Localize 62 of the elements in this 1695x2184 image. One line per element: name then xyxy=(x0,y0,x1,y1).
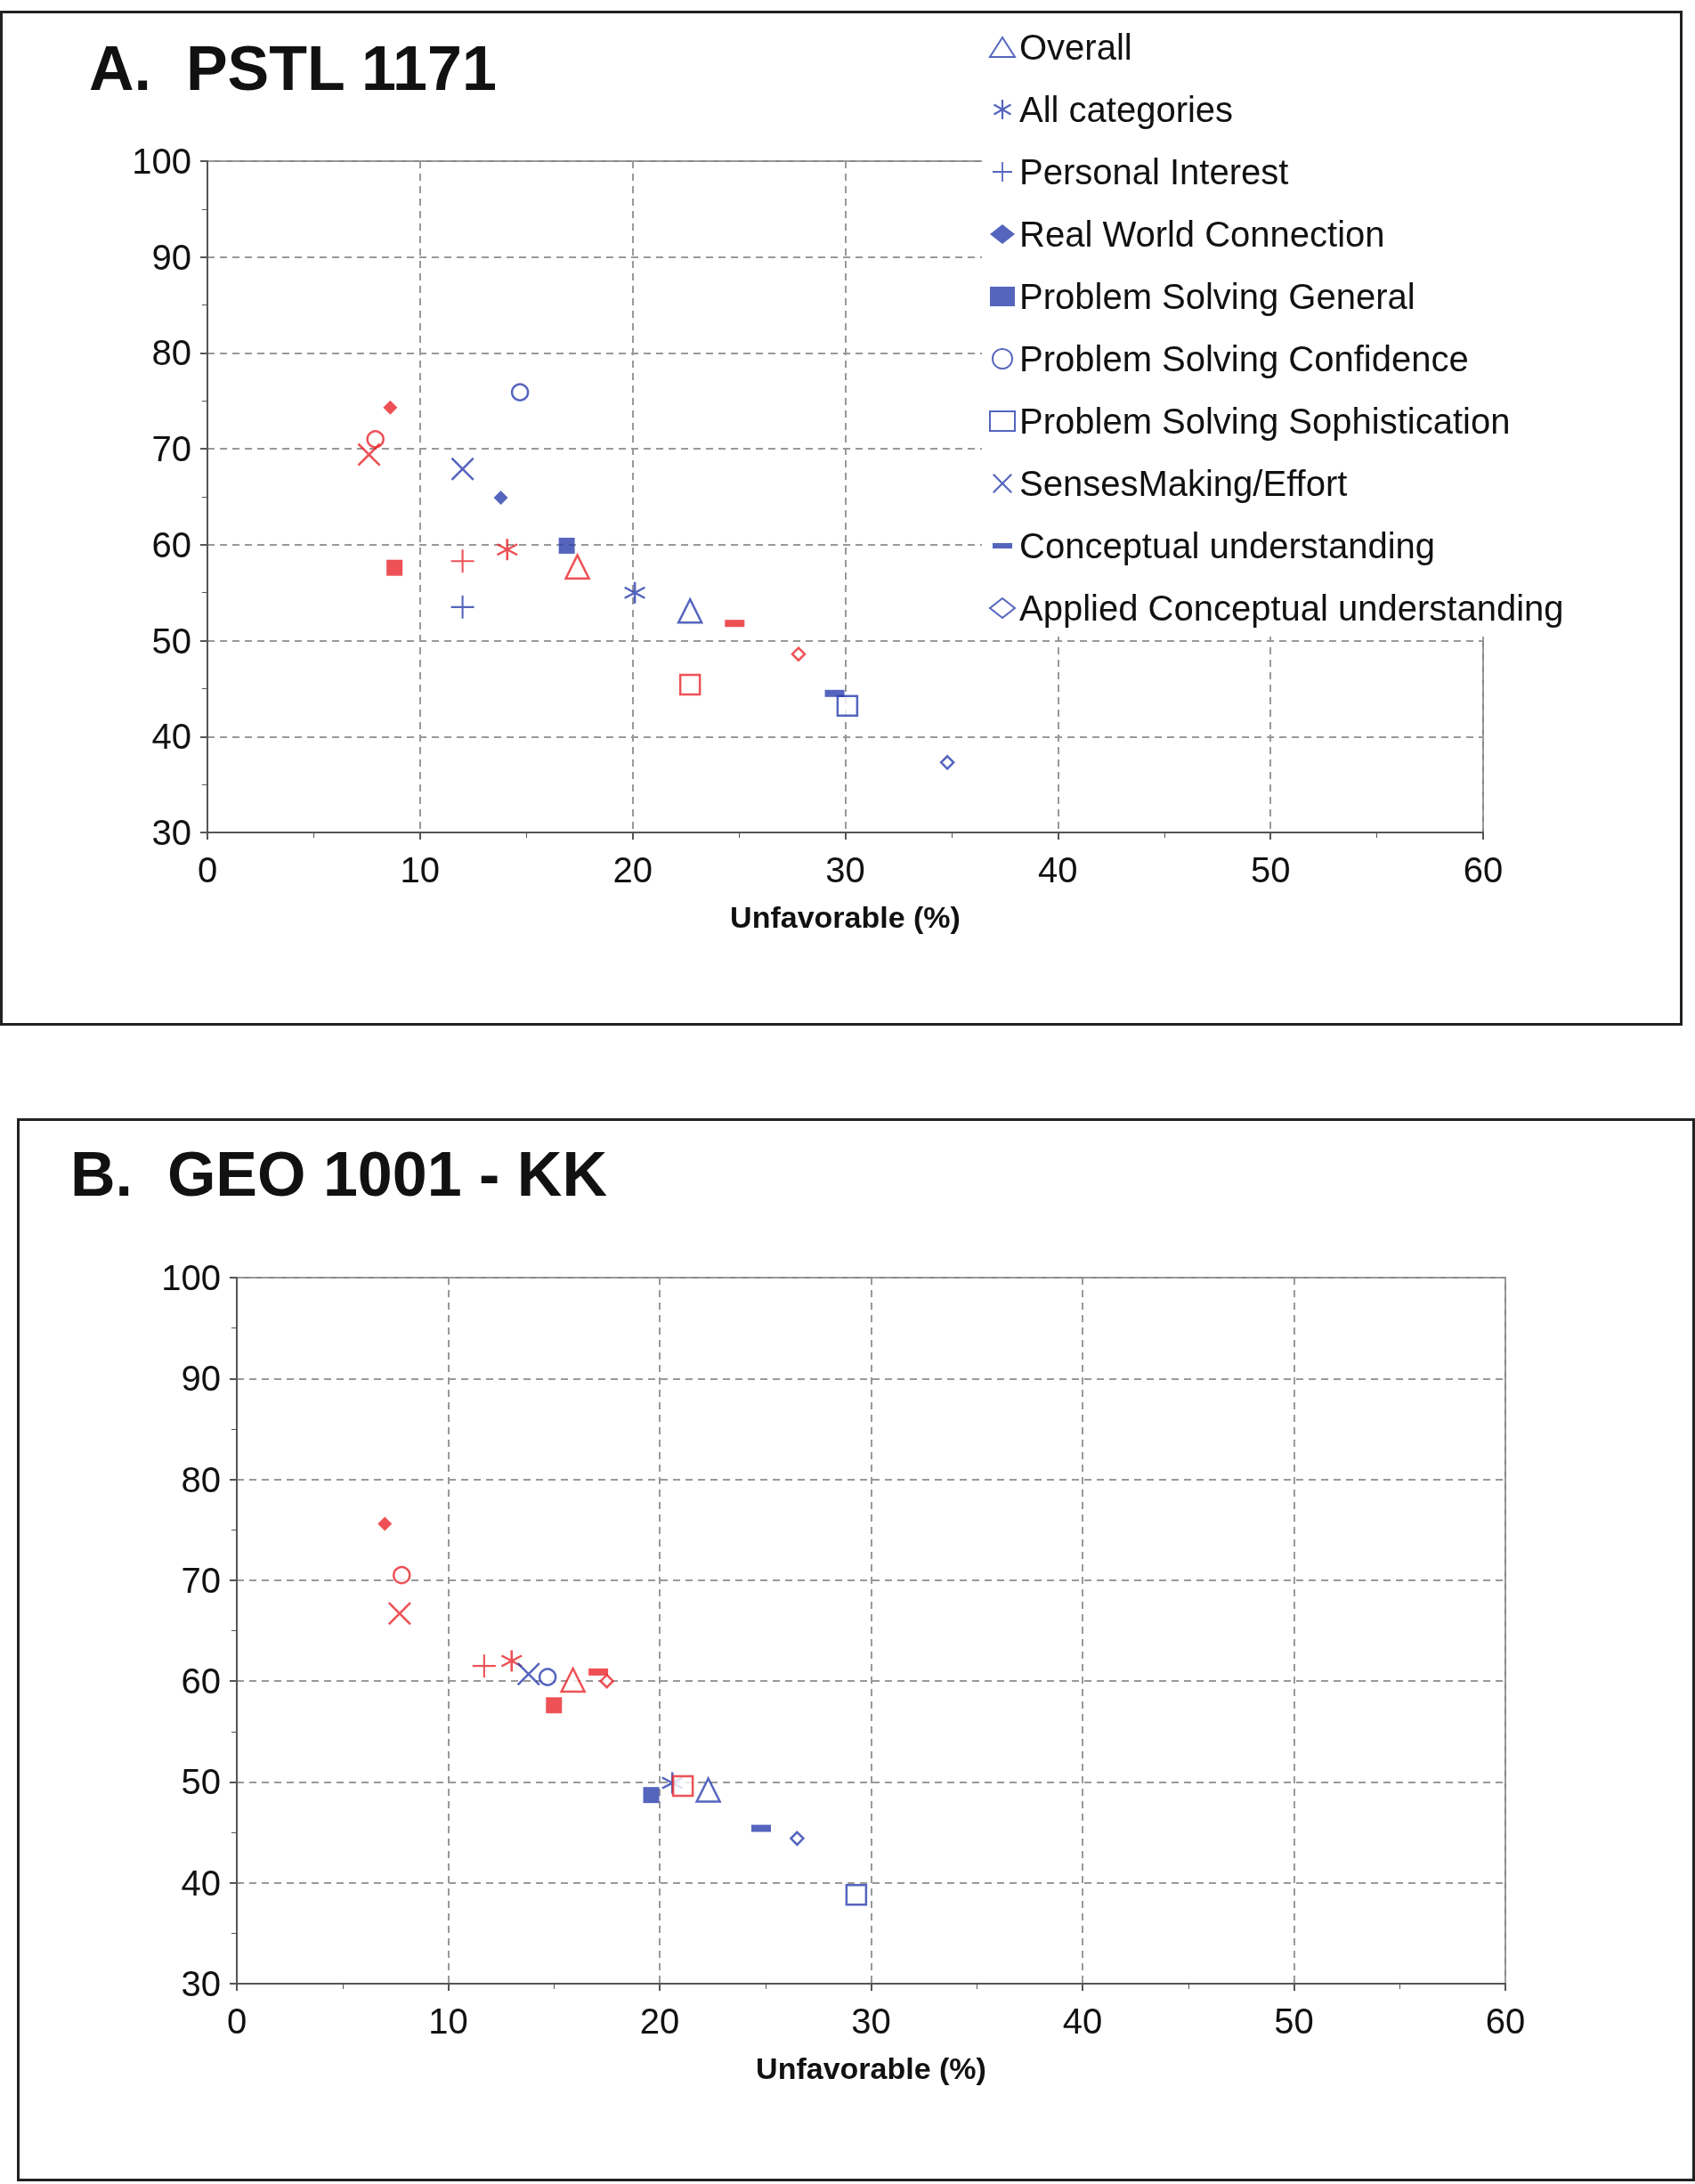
legend-label: Applied Conceptual understanding xyxy=(1019,589,1564,628)
point xyxy=(510,383,530,402)
point xyxy=(677,597,703,624)
y-tick-label: 30 xyxy=(151,813,191,852)
x-tick-label: 50 xyxy=(1250,850,1291,889)
point xyxy=(836,694,859,718)
y-tick-label: 60 xyxy=(151,524,191,564)
legend-label: Overall xyxy=(1019,28,1132,67)
y-tick-label: 100 xyxy=(132,142,191,181)
point xyxy=(377,1516,393,1531)
x-tick-label: 40 xyxy=(1062,2001,1103,2041)
x-tick-label: 30 xyxy=(851,2001,891,2041)
point xyxy=(678,673,702,696)
legend-label: All categories xyxy=(1019,90,1234,129)
x-tick-label: 0 xyxy=(226,2001,247,2041)
point xyxy=(366,430,385,449)
y-tick-label: 50 xyxy=(151,621,191,661)
y-tick-label: 70 xyxy=(181,1560,221,1600)
x-tick-label: 10 xyxy=(400,850,441,889)
point xyxy=(564,554,590,580)
x-tick-label: 10 xyxy=(428,2001,468,2041)
y-tick-label: 30 xyxy=(181,1964,221,2003)
x-tick-label: 60 xyxy=(1485,2001,1526,2041)
x-axis-title: Unfavorable (%) xyxy=(756,2051,986,2085)
point xyxy=(671,1774,694,1798)
x-tick-label: 20 xyxy=(639,2001,680,2041)
legend-label: Real World Connection xyxy=(1019,215,1385,254)
x-tick-label: 60 xyxy=(1463,850,1504,889)
point xyxy=(599,1673,614,1689)
y-tick-label: 90 xyxy=(151,237,191,277)
y-tick-label: 80 xyxy=(151,333,191,373)
x-tick-label: 40 xyxy=(1038,850,1078,889)
y-tick-label: 60 xyxy=(181,1661,221,1701)
x-tick-label: 30 xyxy=(825,850,865,889)
x-tick-label: 20 xyxy=(612,850,653,889)
y-tick-label: 90 xyxy=(181,1359,221,1399)
legend-label: Problem Solving General xyxy=(1019,277,1415,316)
point xyxy=(560,1667,586,1693)
y-tick-label: 50 xyxy=(181,1762,221,1802)
legend-label: SensesMaking/Effort xyxy=(1019,464,1348,503)
point xyxy=(939,755,955,770)
legend-label: Problem Solving Sophistication xyxy=(1019,402,1511,441)
legend-label: Personal Interest xyxy=(1019,152,1289,191)
chart-title: A. PSTL 1171 xyxy=(89,34,497,103)
point xyxy=(538,1668,557,1686)
legend-label: Problem Solving Confidence xyxy=(1019,339,1469,378)
legend-label: Conceptual understanding xyxy=(1019,526,1436,565)
y-tick-label: 70 xyxy=(151,429,191,469)
y-tick-label: 40 xyxy=(151,717,191,757)
x-tick-label: 0 xyxy=(197,850,218,889)
y-tick-label: 40 xyxy=(181,1863,221,1903)
chart-title: B. GEO 1001 - KK xyxy=(70,1140,607,1209)
x-tick-label: 50 xyxy=(1274,2001,1314,2041)
x-axis-title: Unfavorable (%) xyxy=(730,900,961,934)
point xyxy=(472,1654,496,1678)
y-tick-label: 80 xyxy=(181,1459,221,1499)
point xyxy=(393,1565,411,1585)
point xyxy=(695,1777,721,1803)
y-tick-label: 100 xyxy=(161,1258,221,1297)
point xyxy=(791,646,807,662)
point xyxy=(790,1831,805,1847)
point xyxy=(845,1884,868,1906)
